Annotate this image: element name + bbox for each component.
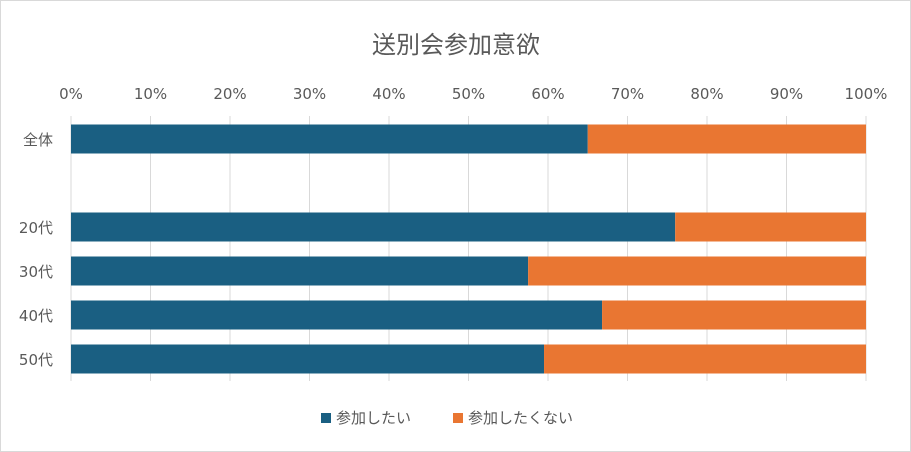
y-axis-category-labels: 全体 20代 30代 40代 50代 bbox=[19, 131, 53, 369]
x-tick-label: 100% bbox=[845, 85, 888, 103]
bar-segment-want bbox=[71, 256, 529, 286]
bar-segment-not-want bbox=[587, 124, 866, 154]
x-tick-label: 50% bbox=[452, 85, 485, 103]
gridlines bbox=[70, 116, 867, 381]
x-tick-label: 40% bbox=[372, 85, 405, 103]
x-axis-tick-labels: 0% 10% 20% 30% 40% 50% 60% 70% 80% 90% 100% bbox=[59, 85, 887, 103]
x-tick-label: 70% bbox=[611, 85, 644, 103]
legend-label: 参加したくない bbox=[468, 409, 573, 427]
category-label: 30代 bbox=[19, 263, 53, 281]
bars bbox=[71, 124, 866, 374]
bar-segment-not-want bbox=[528, 256, 866, 286]
bar-segment-want bbox=[71, 212, 676, 242]
bar-segment-want bbox=[71, 344, 545, 374]
x-tick-label: 80% bbox=[690, 85, 723, 103]
x-tick-label: 20% bbox=[213, 85, 246, 103]
x-tick-label: 90% bbox=[770, 85, 803, 103]
legend-swatch bbox=[453, 413, 463, 423]
bar-segment-not-want bbox=[602, 300, 866, 330]
x-tick-label: 10% bbox=[134, 85, 167, 103]
x-tick-label: 0% bbox=[59, 85, 83, 103]
x-tick-label: 60% bbox=[531, 85, 564, 103]
category-label: 全体 bbox=[23, 131, 53, 149]
category-label: 20代 bbox=[19, 219, 53, 237]
chart-title: 送別会参加意欲 bbox=[372, 31, 540, 59]
bar-segment-want bbox=[71, 300, 603, 330]
category-label: 50代 bbox=[19, 351, 53, 369]
x-tick-label: 30% bbox=[293, 85, 326, 103]
bar-segment-want bbox=[71, 124, 588, 154]
legend-swatch bbox=[321, 413, 331, 423]
bar-segment-not-want bbox=[544, 344, 866, 374]
legend-label: 参加したい bbox=[336, 409, 411, 427]
bar-segment-not-want bbox=[675, 212, 866, 242]
legend: 参加したい 参加したくない bbox=[321, 409, 573, 427]
category-label: 40代 bbox=[19, 307, 53, 325]
